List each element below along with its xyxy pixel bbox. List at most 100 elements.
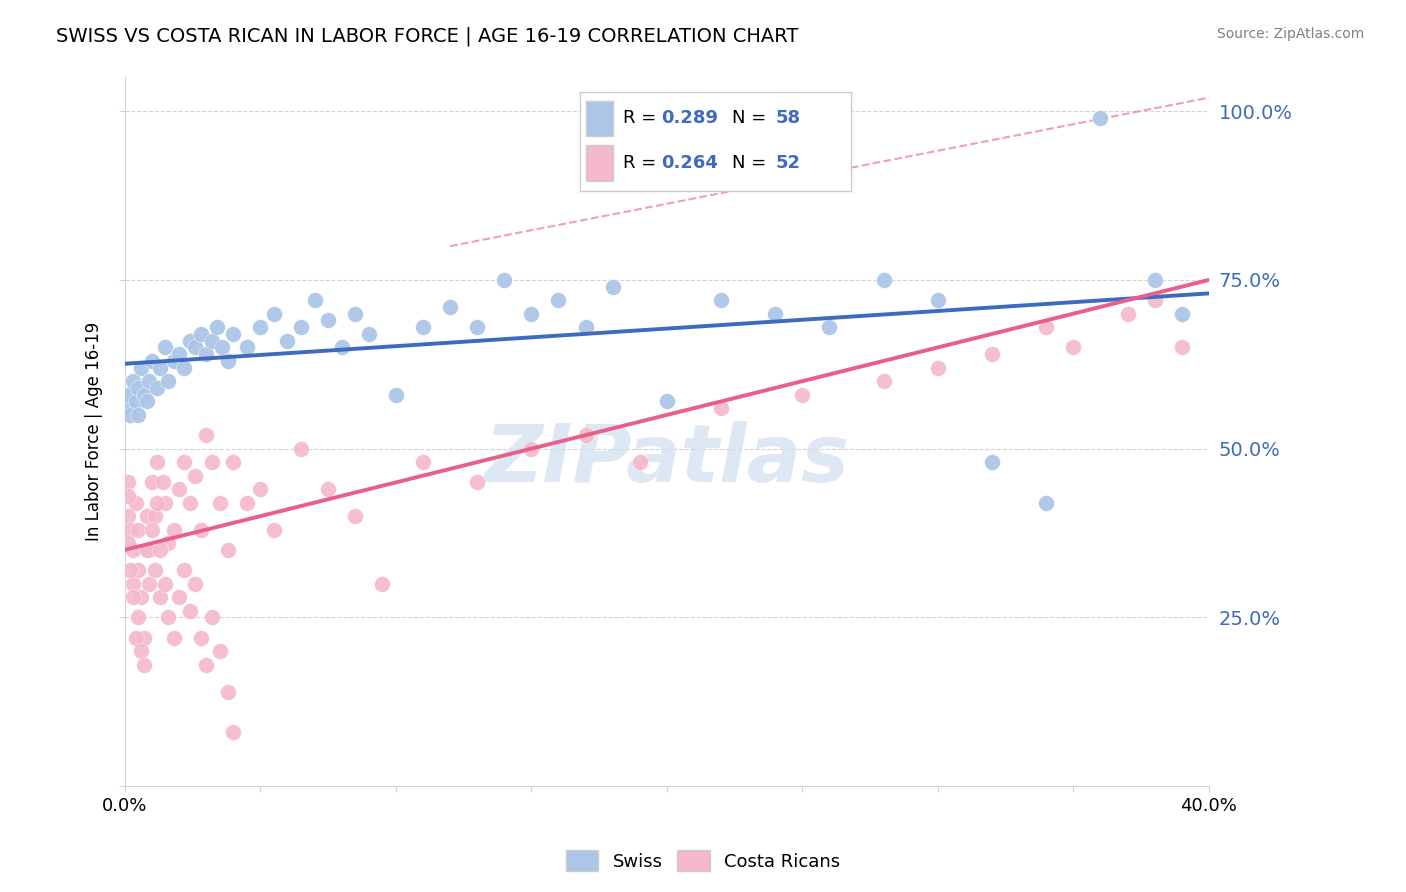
Point — [276, 334, 298, 348]
Point — [122, 542, 145, 557]
Point — [155, 496, 177, 510]
Point — [149, 590, 172, 604]
Point — [710, 401, 733, 416]
Point — [135, 542, 157, 557]
Point — [344, 307, 367, 321]
Point — [263, 307, 285, 321]
Point — [132, 631, 155, 645]
Point — [1062, 340, 1084, 354]
Point — [222, 326, 245, 341]
Point — [141, 523, 163, 537]
Point — [117, 509, 139, 524]
Point — [1171, 340, 1194, 354]
Point — [122, 576, 145, 591]
Point — [792, 387, 814, 401]
Point — [236, 340, 259, 354]
Point — [190, 326, 212, 341]
Point — [439, 300, 461, 314]
Point — [574, 320, 596, 334]
Point — [157, 374, 180, 388]
Point — [120, 523, 142, 537]
Point — [1035, 320, 1057, 334]
Point — [146, 381, 169, 395]
Point — [412, 455, 434, 469]
Point — [465, 320, 488, 334]
Point — [1143, 293, 1166, 308]
Point — [465, 475, 488, 490]
Point — [520, 307, 543, 321]
Point — [117, 489, 139, 503]
Point — [179, 604, 201, 618]
Point — [173, 563, 195, 577]
Point — [127, 523, 149, 537]
Point — [1035, 496, 1057, 510]
Point — [127, 408, 149, 422]
Point — [157, 536, 180, 550]
Text: ZIPatlas: ZIPatlas — [484, 421, 849, 500]
Point — [217, 354, 239, 368]
Point — [872, 273, 894, 287]
Point — [330, 340, 353, 354]
Point — [195, 657, 218, 672]
Point — [1171, 307, 1194, 321]
Point — [143, 563, 166, 577]
Point — [628, 455, 651, 469]
Point — [167, 590, 190, 604]
Point — [155, 576, 177, 591]
Point — [520, 442, 543, 456]
Point — [412, 320, 434, 334]
Point — [184, 576, 207, 591]
Point — [211, 340, 233, 354]
Point — [981, 347, 1004, 361]
Point — [132, 657, 155, 672]
Point — [602, 279, 624, 293]
Point — [195, 347, 218, 361]
Point — [222, 455, 245, 469]
Point — [655, 394, 678, 409]
Point — [1143, 273, 1166, 287]
Point — [129, 360, 152, 375]
Point — [344, 509, 367, 524]
Point — [357, 326, 380, 341]
Point — [167, 347, 190, 361]
Point — [129, 590, 152, 604]
Point — [184, 340, 207, 354]
Point — [222, 725, 245, 739]
Point — [200, 610, 222, 624]
Point — [190, 631, 212, 645]
Point — [152, 475, 174, 490]
Y-axis label: In Labor Force | Age 16-19: In Labor Force | Age 16-19 — [86, 322, 103, 541]
Point — [872, 374, 894, 388]
Point — [236, 496, 259, 510]
Point — [122, 590, 145, 604]
Point — [117, 387, 139, 401]
Point — [179, 334, 201, 348]
Legend: Swiss, Costa Ricans: Swiss, Costa Ricans — [558, 843, 848, 879]
Point — [316, 482, 339, 496]
Point — [122, 374, 145, 388]
Point — [316, 313, 339, 327]
Point — [200, 455, 222, 469]
Point — [574, 428, 596, 442]
Point — [208, 496, 231, 510]
Point — [117, 401, 139, 416]
Point — [141, 354, 163, 368]
Point — [138, 374, 160, 388]
Point — [124, 394, 146, 409]
Point — [149, 360, 172, 375]
Point — [149, 542, 172, 557]
Point — [146, 455, 169, 469]
Point — [135, 509, 157, 524]
Point — [249, 482, 271, 496]
Point — [200, 334, 222, 348]
Point — [120, 408, 142, 422]
Point — [371, 576, 394, 591]
Point — [184, 468, 207, 483]
Point — [385, 387, 408, 401]
Point — [818, 320, 841, 334]
Point — [494, 273, 516, 287]
Point — [195, 428, 218, 442]
Point — [927, 360, 949, 375]
Point — [155, 340, 177, 354]
Point — [927, 293, 949, 308]
